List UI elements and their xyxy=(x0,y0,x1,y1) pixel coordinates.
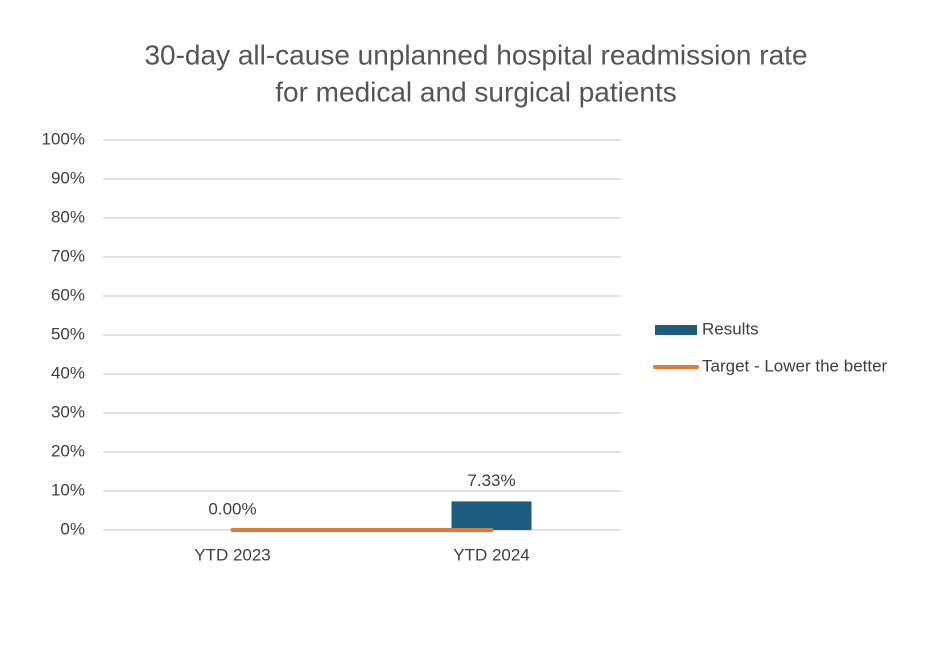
chart-title: for medical and surgical patients xyxy=(275,76,677,107)
chart-title: 30-day all-cause unplanned hospital read… xyxy=(144,39,807,70)
x-tick-label: YTD 2024 xyxy=(453,545,530,564)
data-label: 7.33% xyxy=(467,471,515,490)
y-tick-label: 90% xyxy=(51,168,85,187)
y-tick-label: 100% xyxy=(42,129,85,148)
y-tick-label: 10% xyxy=(51,480,85,499)
y-tick-label: 60% xyxy=(51,285,85,304)
y-tick-label: 30% xyxy=(51,402,85,421)
y-tick-label: 70% xyxy=(51,246,85,265)
y-tick-label: 50% xyxy=(51,324,85,343)
y-tick-label: 80% xyxy=(51,207,85,226)
y-tick-label: 0% xyxy=(60,519,85,538)
y-tick-label: 40% xyxy=(51,363,85,382)
legend-swatch xyxy=(655,325,697,335)
x-tick-label: YTD 2023 xyxy=(194,545,271,564)
data-label: 0.00% xyxy=(208,499,256,518)
legend-label: Results xyxy=(702,319,759,338)
y-tick-label: 20% xyxy=(51,441,85,460)
bar xyxy=(451,501,532,530)
legend-label: Target - Lower the better xyxy=(702,356,888,375)
